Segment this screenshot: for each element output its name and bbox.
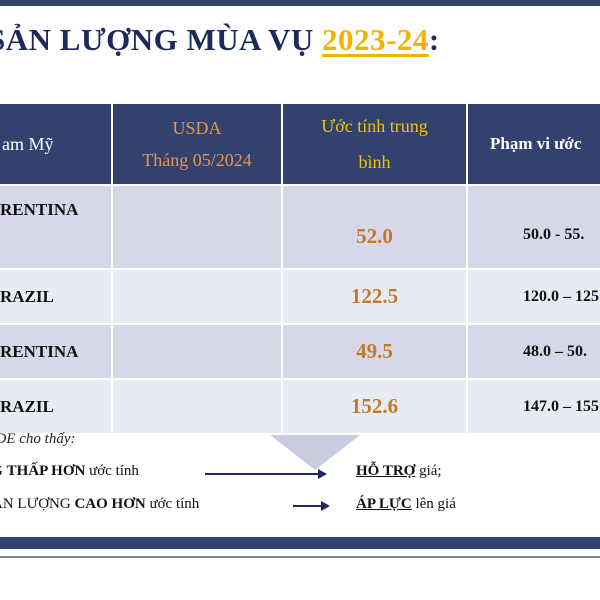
- note-intro: SDE cho thấy:: [0, 431, 76, 447]
- table-row: RENTINA 52.0 50.0 - 55.: [0, 185, 600, 270]
- header-region: am Mỹ: [0, 104, 113, 186]
- bottom-bar: [0, 537, 600, 549]
- bottom-line: [0, 556, 600, 558]
- note1-keyword: THẤP HƠN: [6, 463, 86, 479]
- result1-suffix: giá;: [415, 463, 442, 479]
- header-average-line2: bình: [358, 152, 391, 172]
- result2-suffix: lên giá: [411, 496, 456, 512]
- right-arrow-icon: [293, 501, 330, 511]
- result2-keyword: ÁP LỰC: [356, 496, 412, 512]
- note1-suffix: ước tính: [85, 463, 139, 479]
- title-year: 2023-24: [322, 22, 429, 57]
- table-row: RAZIL 152.6 147.0 – 155: [0, 379, 600, 435]
- top-bar: [0, 0, 600, 6]
- row-usda: [112, 324, 283, 380]
- header-row: am Mỹ USDA Tháng 05/2024 Ước tính trung …: [0, 104, 600, 186]
- note-result-1: HỖ TRỢ giá;: [356, 463, 442, 480]
- row-country: RAZIL: [0, 269, 113, 325]
- note-line-1: G THẤP HƠN ước tính: [0, 463, 139, 480]
- row-average: 49.5: [282, 324, 468, 380]
- right-arrow-icon: [205, 469, 327, 479]
- note-line-2: ẢN LƯỢNG CAO HƠN ước tính: [0, 496, 199, 513]
- note2-keyword: CAO HƠN: [74, 496, 146, 512]
- header-average: Ước tính trung bình: [282, 104, 468, 186]
- row-range: 50.0 - 55.: [467, 185, 600, 270]
- table-row: RENTINA 49.5 48.0 – 50.: [0, 324, 600, 380]
- note-result-2: ÁP LỰC lên giá: [356, 496, 456, 513]
- row-average: 122.5: [282, 269, 468, 325]
- row-range: 147.0 – 155: [467, 379, 600, 435]
- production-table: am Mỹ USDA Tháng 05/2024 Ước tính trung …: [0, 104, 600, 435]
- result1-keyword: HỖ TRỢ: [356, 463, 416, 479]
- title-text: SẢN LƯỢNG MÙA VỤ: [0, 22, 323, 57]
- row-country: RAZIL: [0, 379, 113, 435]
- table-row: RAZIL 122.5 120.0 – 125: [0, 269, 600, 325]
- header-usda-line1: USDA: [172, 118, 222, 138]
- page-title: SẢN LƯỢNG MÙA VỤ 2023-24:: [0, 22, 440, 58]
- row-range: 48.0 – 50.: [467, 324, 600, 380]
- header-usda-line2: Tháng 05/2024: [142, 150, 252, 170]
- row-average: 52.0: [282, 185, 468, 270]
- row-range: 120.0 – 125: [467, 269, 600, 325]
- note2-suffix: ước tính: [145, 496, 200, 512]
- note1-prefix: G: [0, 463, 7, 479]
- row-usda: [112, 379, 283, 435]
- row-usda: [112, 185, 283, 270]
- row-usda: [112, 269, 283, 325]
- header-usda: USDA Tháng 05/2024: [112, 104, 283, 186]
- header-range: Phạm vi ước: [467, 104, 600, 186]
- row-country: RENTINA: [0, 185, 113, 270]
- row-average: 152.6: [282, 379, 468, 435]
- note2-prefix: ẢN LƯỢNG: [0, 496, 75, 512]
- title-suffix: :: [428, 22, 440, 57]
- row-country: RENTINA: [0, 324, 113, 380]
- header-average-line1: Ước tính trung: [321, 116, 428, 136]
